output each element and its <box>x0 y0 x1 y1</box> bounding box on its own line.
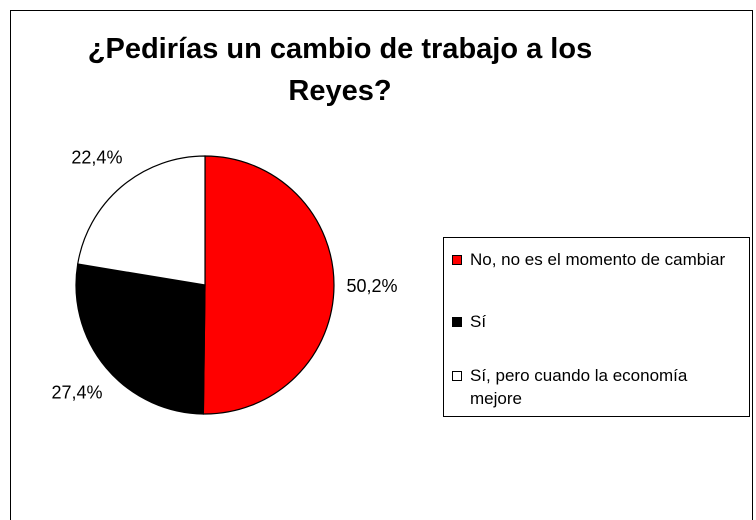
legend-swatch-si-pero <box>452 371 462 381</box>
chart-frame <box>10 10 753 520</box>
legend-item-si: Sí <box>452 310 740 333</box>
data-label-no: 50,2% <box>346 276 397 296</box>
legend-swatch-si <box>452 317 462 327</box>
legend-label-no: No, no es el momento de cambiar <box>470 250 726 269</box>
data-label-si-pero: 22,4% <box>71 148 122 168</box>
pie-chart: 50,2% 27,4% 22,4% <box>51 148 398 415</box>
legend-item-si-pero: Sí, pero cuando la economía mejore <box>452 364 740 410</box>
legend-label-si-pero: Sí, pero cuando la economía mejore <box>470 366 688 408</box>
pie-slice-si <box>75 263 206 415</box>
legend-item-no: No, no es el momento de cambiar <box>452 248 740 271</box>
pie-slice-no <box>202 155 335 415</box>
chart-title: ¿Pedirías un cambio de trabajo a los Rey… <box>87 33 593 107</box>
legend: No, no es el momento de cambiar Sí Sí, p… <box>443 237 750 417</box>
legend-label-si: Sí <box>470 312 487 331</box>
legend-swatch-no <box>452 255 462 265</box>
data-label-si: 27,4% <box>51 382 102 402</box>
pie-slice-si-pero <box>77 155 206 286</box>
